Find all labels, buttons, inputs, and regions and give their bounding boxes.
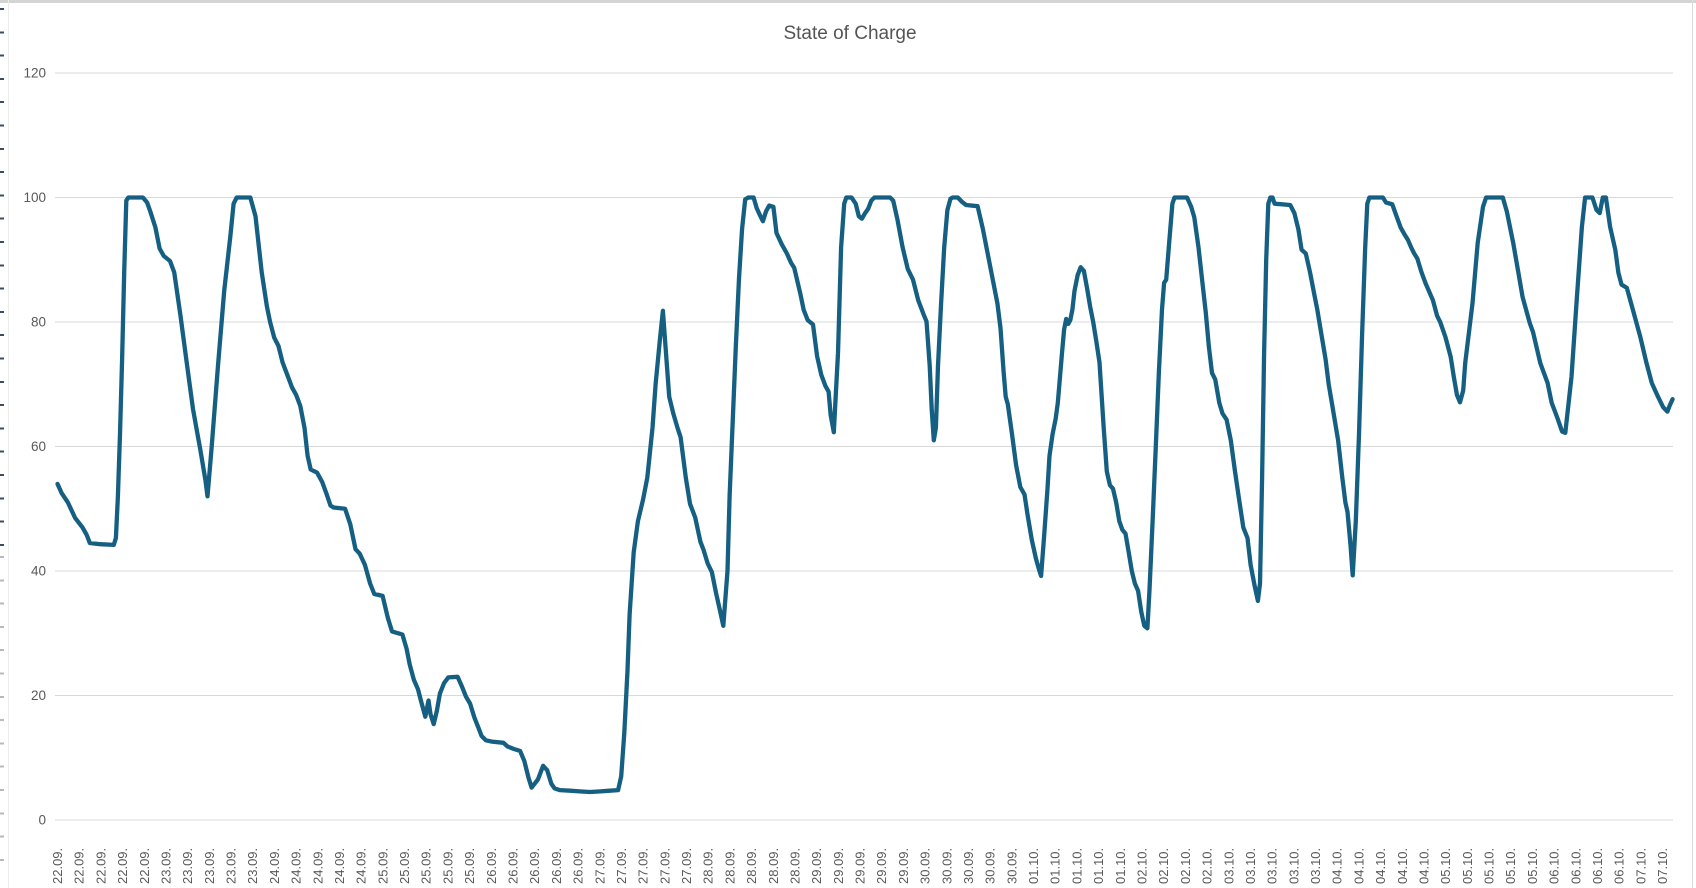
spreadsheet-column-edge [8,0,9,888]
x-tick-label: 02.10. [1178,848,1193,884]
x-tick-label: 26.09. [484,848,499,884]
x-tick-label: 02.10. [1156,848,1171,884]
x-tick-label: 30.09. [1004,848,1019,884]
x-tick-label: 01.10. [1113,848,1128,884]
soc-line-series [55,195,1675,795]
x-tick-label: 25.09. [419,848,434,884]
x-tick-label: 29.09. [809,848,824,884]
x-tick-label: 22.09. [50,848,65,884]
spreadsheet-edge-ticks-bottom [0,556,4,878]
x-tick-label: 30.09. [939,848,954,884]
chart-right-border [1692,0,1693,888]
x-tick-label: 27.09. [657,848,672,884]
y-tick-label: 0 [38,813,46,828]
y-tick-label: 20 [31,688,46,703]
x-tick-label: 24.09. [332,848,347,884]
gridlines [55,72,1673,821]
x-tick-label: 23.09. [158,848,173,884]
x-tick-label: 04.10. [1351,848,1366,884]
x-tick-label: 25.09. [397,848,412,884]
x-tick-label: 23.09. [245,848,260,884]
x-tick-label: 04.10. [1373,848,1388,884]
x-tick-label: 29.09. [853,848,868,884]
x-tick-label: 01.10. [1091,848,1106,884]
x-tick-label: 02.10. [1200,848,1215,884]
x-tick-label: 26.09. [549,848,564,884]
x-tick-label: 05.10. [1482,848,1497,884]
x-tick-label: 01.10. [1069,848,1084,884]
x-tick-label: 04.10. [1330,848,1345,884]
y-tick-label: 40 [31,564,46,579]
x-tick-label: 30.09. [918,848,933,884]
x-tick-label: 03.10. [1265,848,1280,884]
x-tick-label: 24.09. [354,848,369,884]
x-tick-label: 06.10. [1590,848,1605,884]
x-tick-label: 28.09. [701,848,716,884]
x-tick-label: 22.09. [115,848,130,884]
x-tick-label: 03.10. [1286,848,1301,884]
x-tick-label: 30.09. [961,848,976,884]
x-tick-label: 25.09. [462,848,477,884]
x-tick-label: 26.09. [505,848,520,884]
x-tick-label: 27.09. [679,848,694,884]
x-tick-label: 25.09. [440,848,455,884]
x-tick-label: 07.10. [1633,848,1648,884]
x-tick-label: 27.09. [614,848,629,884]
x-tick-label: 03.10. [1221,848,1236,884]
x-tick-label: 01.10. [1026,848,1041,884]
x-tick-label: 24.09. [267,848,282,884]
x-tick-label: 04.10. [1416,848,1431,884]
y-tick-label: 120 [23,66,46,81]
x-tick-label: 23.09. [202,848,217,884]
x-tick-label: 06.10. [1547,848,1562,884]
y-tick-label: 100 [23,190,46,205]
x-tick-label: 26.09. [571,848,586,884]
x-tick-label: 05.10. [1503,848,1518,884]
x-tick-label: 23.09. [224,848,239,884]
x-tick-label: 22.09. [93,848,108,884]
x-tick-label: 27.09. [592,848,607,884]
x-tick-label: 22.09. [72,848,87,884]
x-tick-label: 29.09. [896,848,911,884]
x-tick-label: 03.10. [1243,848,1258,884]
x-tick-label: 07.10. [1655,848,1670,884]
x-tick-label: 05.10. [1438,848,1453,884]
spreadsheet-edge-ticks-top [0,8,4,554]
x-tick-label: 30.09. [983,848,998,884]
x-tick-label: 25.09. [375,848,390,884]
x-axis-labels: 22.09. 22.09. 22.09. 22.09. 22.09. 23.09. 23.0… [50,848,1670,884]
x-tick-label: 05.10. [1460,848,1475,884]
x-tick-label: 28.09. [722,848,737,884]
x-tick-label: 27.09. [636,848,651,884]
x-tick-label: 23.09. [180,848,195,884]
x-tick-label: 04.10. [1395,848,1410,884]
x-tick-label: 22.09. [137,848,152,884]
y-tick-label: 80 [31,315,46,330]
y-tick-label: 60 [31,439,46,454]
x-tick-label: 03.10. [1308,848,1323,884]
x-tick-label: 06.10. [1612,848,1627,884]
x-tick-label: 26.09. [527,848,542,884]
x-tick-label: 01.10. [1048,848,1063,884]
screenshot-top-edge [0,0,1696,3]
x-tick-label: 24.09. [310,848,325,884]
x-tick-label: 28.09. [744,848,759,884]
x-tick-label: 29.09. [831,848,846,884]
x-tick-label: 06.10. [1568,848,1583,884]
x-tick-label: 24.09. [289,848,304,884]
x-tick-label: 29.09. [874,848,889,884]
y-axis-labels: 0 20 40 60 80 100 120 [23,66,46,828]
chart-title: State of Charge [783,23,916,44]
x-tick-label: 02.10. [1135,848,1150,884]
x-tick-label: 28.09. [766,848,781,884]
x-tick-label: 05.10. [1525,848,1540,884]
x-tick-label: 28.09. [787,848,802,884]
